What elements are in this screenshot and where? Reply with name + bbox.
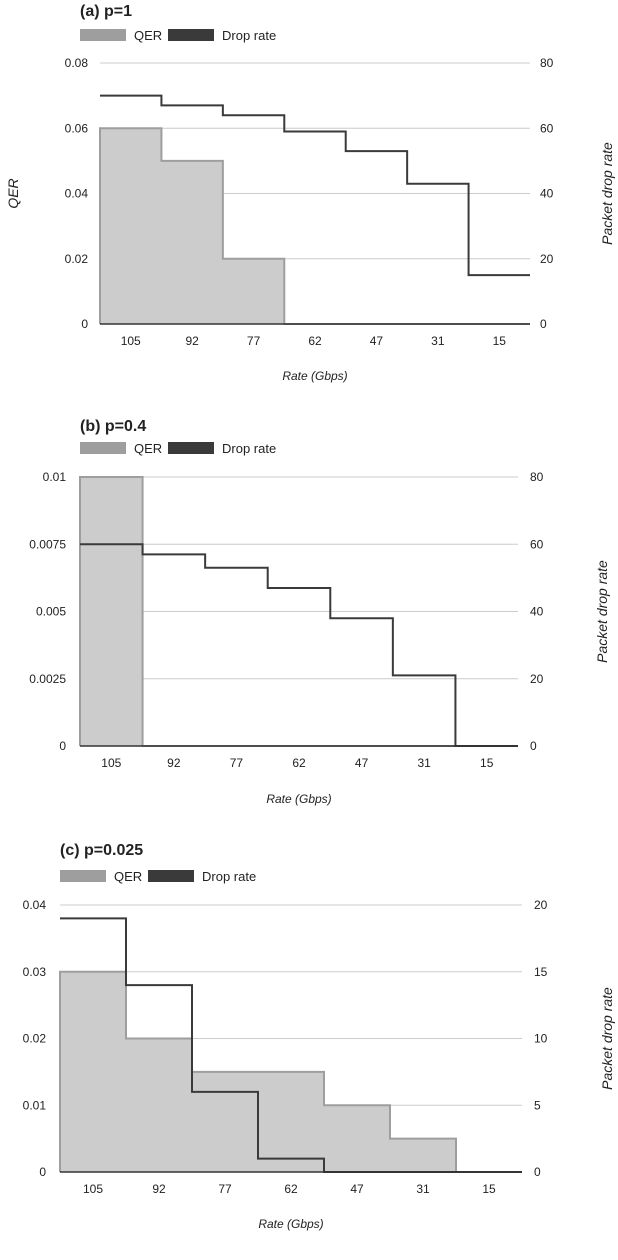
- x-tick-label: 105: [101, 756, 121, 770]
- y-tick-label: 0: [81, 317, 88, 331]
- y-tick-label: 0.08: [65, 56, 89, 70]
- x-tick-label: 31: [416, 1182, 430, 1196]
- x-tick-label: 62: [292, 756, 306, 770]
- x-tick-label: 31: [431, 334, 445, 348]
- y-tick-label: 0.02: [65, 252, 89, 266]
- y2-tick-label: 80: [530, 470, 544, 484]
- chart-panel: (c) p=0.025 QER Drop rate 0 0.01 0.02 0.03 0.04…: [23, 842, 615, 1231]
- x-tick-label: 92: [185, 334, 199, 348]
- legend-label-qer: QER: [134, 441, 162, 456]
- y2-tick-label: 40: [540, 187, 554, 201]
- y2-tick-label: 60: [530, 537, 544, 551]
- legend-label-drop-rate: Drop rate: [202, 869, 256, 884]
- y-tick-label: 0.03: [23, 965, 47, 979]
- x-tick-label: 15: [480, 756, 494, 770]
- x-tick-label: 47: [355, 756, 369, 770]
- x-tick-label: 62: [308, 334, 322, 348]
- legend-label-drop-rate: Drop rate: [222, 441, 276, 456]
- y-tick-label: 0.01: [23, 1098, 47, 1112]
- legend: QER Drop rate: [60, 869, 256, 884]
- legend-swatch-qer: [80, 29, 126, 41]
- legend-swatch-drop-rate: [168, 442, 214, 454]
- y-tick-label: 0.0025: [29, 672, 66, 686]
- y2-axis-title: Packet drop rate: [599, 987, 615, 1090]
- y2-tick-label: 40: [530, 605, 544, 619]
- y2-tick-label: 10: [534, 1032, 548, 1046]
- x-tick-label: 77: [218, 1182, 232, 1196]
- y2-tick-label: 20: [540, 252, 554, 266]
- x-tick-label: 92: [167, 756, 181, 770]
- y-tick-label: 0.02: [23, 1032, 47, 1046]
- x-tick-label: 62: [284, 1182, 298, 1196]
- y-tick-label: 0.04: [23, 898, 47, 912]
- x-tick-label: 47: [370, 334, 384, 348]
- legend-swatch-drop-rate: [148, 870, 194, 882]
- x-tick-label: 31: [417, 756, 431, 770]
- y-tick-label: 0.04: [65, 187, 89, 201]
- y2-tick-label: 0: [530, 739, 537, 753]
- legend: QER Drop rate: [80, 28, 276, 43]
- qer-area: [80, 477, 518, 746]
- y2-tick-label: 20: [530, 672, 544, 686]
- y-axis-title: QER: [5, 178, 21, 208]
- x-axis-title: Rate (Gbps): [258, 1217, 323, 1231]
- legend-swatch-qer: [60, 870, 106, 882]
- chart-title: (c) p=0.025: [60, 842, 143, 859]
- y-tick-label: 0.005: [36, 605, 66, 619]
- y2-axis-title: Packet drop rate: [594, 560, 610, 663]
- x-tick-label: 105: [83, 1182, 103, 1196]
- legend-swatch-drop-rate: [168, 29, 214, 41]
- chart-title: (a) p=1: [80, 3, 132, 20]
- legend-label-drop-rate: Drop rate: [222, 28, 276, 43]
- x-tick-label: 77: [230, 756, 244, 770]
- legend-label-qer: QER: [114, 869, 142, 884]
- y-tick-label: 0: [59, 739, 66, 753]
- qer-area: [100, 128, 530, 324]
- y2-tick-label: 80: [540, 56, 554, 70]
- drop-rate-line: [100, 94, 530, 277]
- y2-tick-label: 0: [540, 317, 547, 331]
- y-tick-label: 0: [39, 1165, 46, 1179]
- drop-rate-line: [80, 543, 518, 747]
- x-tick-label: 15: [482, 1182, 496, 1196]
- x-tick-label: 105: [121, 334, 141, 348]
- y-tick-label: 0.0075: [29, 537, 66, 551]
- x-axis-title: Rate (Gbps): [282, 369, 347, 383]
- x-tick-label: 47: [350, 1182, 364, 1196]
- y2-tick-label: 20: [534, 898, 548, 912]
- y-tick-label: 0.06: [65, 121, 89, 135]
- legend-label-qer: QER: [134, 28, 162, 43]
- legend: QER Drop rate: [80, 441, 276, 456]
- x-tick-label: 77: [247, 334, 261, 348]
- x-axis-title: Rate (Gbps): [266, 792, 331, 806]
- y2-tick-label: 15: [534, 965, 548, 979]
- chart-title: (b) p=0.4: [80, 418, 146, 435]
- y2-tick-label: 5: [534, 1098, 541, 1112]
- y2-tick-label: 0: [534, 1165, 541, 1179]
- legend-swatch-qer: [80, 442, 126, 454]
- y2-axis-title: Packet drop rate: [599, 142, 615, 245]
- x-tick-label: 92: [152, 1182, 166, 1196]
- x-tick-label: 15: [493, 334, 507, 348]
- y-tick-label: 0.01: [43, 470, 67, 484]
- chart-panel: (b) p=0.4 QER Drop rate 0 0.0025 0.005 0.0075 0…: [29, 418, 610, 806]
- y2-tick-label: 60: [540, 121, 554, 135]
